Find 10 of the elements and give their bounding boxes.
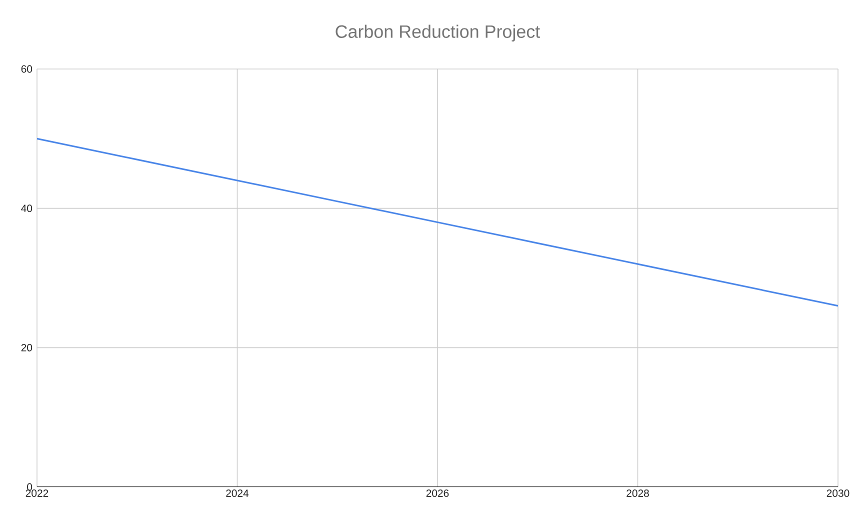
y-tick-label: 40	[21, 204, 32, 212]
x-tick-label: 2030	[826, 490, 850, 497]
chart-title: Carbon Reduction Project	[336, 24, 540, 42]
x-tick-label: 2022	[26, 490, 48, 497]
y-tick-label: 20	[21, 344, 32, 352]
x-tick-label: 2026	[426, 490, 449, 497]
y-tick-label: 0	[27, 483, 32, 491]
x-tick-label: 2028	[626, 490, 649, 497]
x-tick-label: 2024	[226, 490, 249, 497]
y-tick-label: 60	[21, 65, 32, 73]
